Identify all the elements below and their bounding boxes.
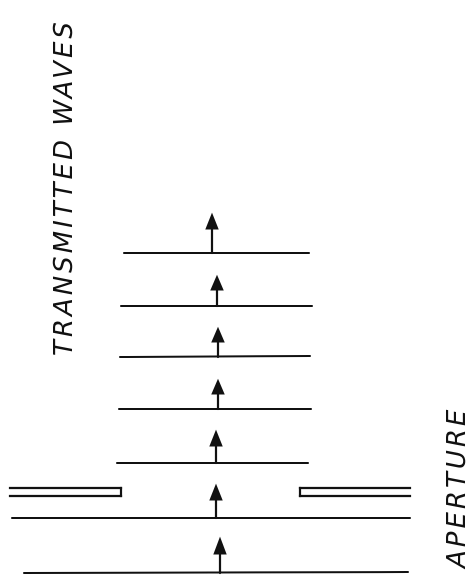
wavefront-line <box>23 571 409 574</box>
incident-wavefronts <box>11 517 411 574</box>
aperture-screen <box>8 486 412 498</box>
aperture-right-plate <box>298 486 412 498</box>
aperture-left-plate <box>8 486 123 498</box>
arrow-icon <box>205 212 219 255</box>
transmitted-waves-label: TRANSMITTED WAVES <box>49 19 79 356</box>
arrow-icon <box>209 483 223 520</box>
arrow-icon <box>211 378 225 411</box>
propagation-arrows <box>205 212 227 575</box>
transmitted-wavefronts <box>116 252 313 464</box>
arrow-icon <box>211 326 225 359</box>
aperture-label: APERTURE <box>442 407 469 570</box>
wavefront-line <box>119 355 311 358</box>
arrow-icon <box>213 536 227 575</box>
arrow-icon <box>210 274 224 308</box>
arrow-icon <box>209 429 223 465</box>
